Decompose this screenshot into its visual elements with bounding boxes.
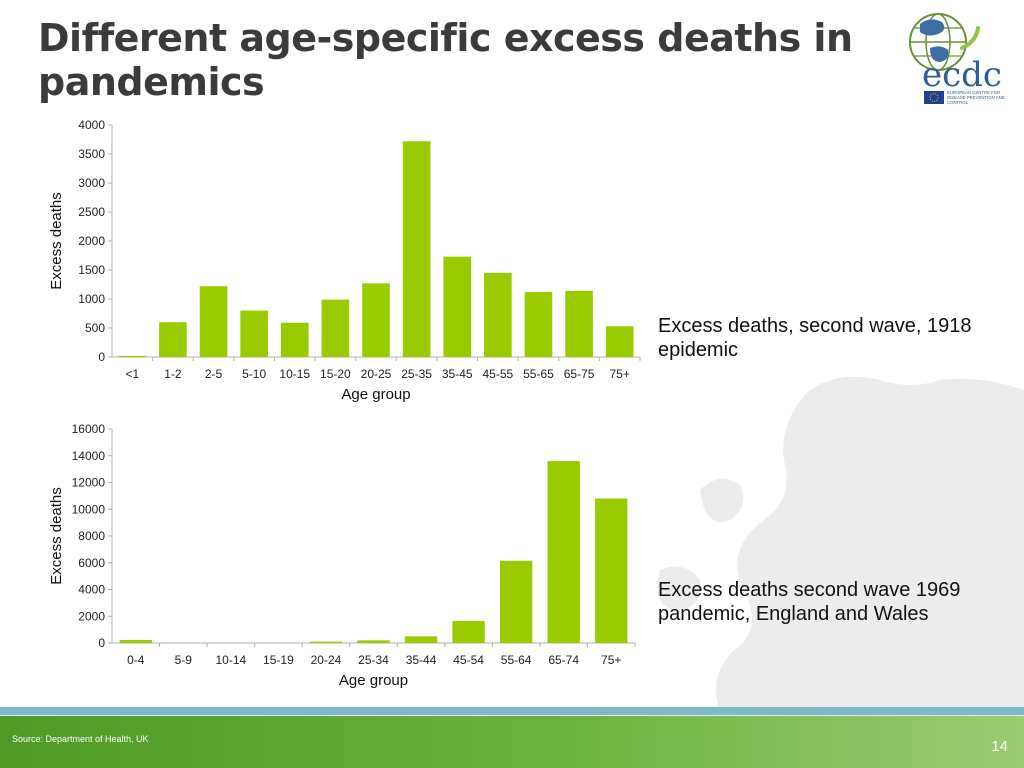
x-tick-label: 75+: [610, 367, 630, 381]
caption-1969: Excess deaths second wave 1969 pandemic,…: [658, 579, 961, 625]
x-tick-label: 75+: [601, 653, 621, 667]
logo-text: ecdc: [922, 55, 1002, 95]
x-tick-label: 35-44: [406, 653, 437, 667]
bar: [499, 560, 533, 643]
x-tick-label: 55-65: [523, 367, 554, 381]
x-tick-label: 10-15: [279, 367, 310, 381]
bar: [280, 322, 309, 357]
x-tick-label: <1: [125, 367, 139, 381]
x-tick-label: 5-10: [242, 367, 266, 381]
chart-1918-second-wave: 0 500 1000 1500 2000 2500 3000 3500 4000 <1 1-2 2-5…: [40, 110, 650, 410]
x-tick-label: 35-45: [442, 367, 473, 381]
logo-subtext: EUROPEAN CENTRE FOR DISEASE PREVENTION A…: [947, 90, 1005, 105]
y-tick-label: 1000: [78, 292, 105, 306]
bar: [118, 355, 147, 357]
bar: [402, 141, 431, 357]
y-tick-label: 12000: [72, 476, 106, 490]
y-tick-label: 0: [98, 350, 105, 364]
y-tick-label: 4000: [78, 583, 105, 597]
bar: [240, 310, 268, 357]
bar: [443, 256, 472, 357]
y-tick-label: 4000: [78, 118, 105, 132]
y-tick-label: 0: [98, 636, 105, 650]
ecdc-logo: ecdc EUROPEAN CENTRE FOR DISEASE PREVENT…: [900, 8, 1020, 108]
y-tick-label: 16000: [72, 422, 106, 436]
x-tick-label: 1-2: [164, 367, 182, 381]
y-tick-label: 3500: [78, 147, 105, 161]
bar: [404, 636, 438, 643]
x-tick-label: 25-34: [358, 653, 389, 667]
bar: [119, 640, 152, 643]
y-tick-label: 14000: [72, 449, 106, 463]
bar: [321, 299, 350, 357]
page-number: 14: [991, 738, 1008, 755]
x-tick-label: 65-75: [564, 367, 595, 381]
bar: [199, 286, 228, 357]
x-tick-label: 25-35: [401, 367, 432, 381]
x-axis-title: Age group: [339, 672, 408, 689]
bar: [547, 461, 580, 643]
bar: [452, 620, 485, 643]
bar: [357, 640, 390, 643]
x-tick-label: 5-9: [175, 653, 193, 667]
bar: [309, 641, 343, 643]
x-axis-title: Age group: [341, 386, 410, 403]
x-tick-label: 15-20: [320, 367, 351, 381]
x-tick-label: 20-25: [361, 367, 392, 381]
eu-flag-icon: [924, 91, 944, 104]
chart-1969-second-wave: 0 2000 4000 6000 8000 10000 12000 14000 16000 0-4…: [40, 415, 650, 705]
y-tick-label: 10000: [72, 502, 106, 516]
y-tick-label: 3000: [78, 176, 105, 190]
y-tick-label: 6000: [78, 556, 105, 570]
bar: [159, 322, 187, 357]
source-note: Source: Department of Health, UK: [12, 734, 149, 744]
bar: [595, 498, 628, 643]
y-axis-title: Excess deaths: [48, 192, 65, 290]
x-tick-label: 20-24: [311, 653, 342, 667]
y-tick-label: 500: [85, 321, 105, 335]
x-tick-label: 65-74: [548, 653, 579, 667]
bar: [362, 283, 390, 357]
y-tick-label: 2000: [78, 609, 105, 623]
y-tick-label: 8000: [78, 529, 105, 543]
x-tick-label: 45-54: [453, 653, 484, 667]
bar: [565, 290, 593, 357]
x-tick-label: 45-55: [482, 367, 513, 381]
y-tick-label: 1500: [78, 263, 105, 277]
y-tick-label: 2000: [78, 234, 105, 248]
globe-icon: [909, 13, 980, 71]
caption-1918: Excess deaths, second wave, 1918 epidemi…: [658, 315, 972, 361]
bar: [484, 272, 512, 357]
bar: [605, 326, 634, 357]
x-tick-label: 15-19: [263, 653, 294, 667]
bar: [524, 292, 553, 357]
slide-title: Different age-specific excess deaths in …: [38, 16, 853, 104]
footer-band: [0, 716, 1024, 768]
footer-stripe: [0, 707, 1024, 715]
x-tick-label: 10-14: [216, 653, 247, 667]
y-axis-title: Excess deaths: [48, 487, 65, 585]
europe-map-background: [657, 376, 1024, 715]
x-tick-label: 55-64: [501, 653, 532, 667]
y-tick-label: 2500: [78, 205, 105, 219]
x-tick-label: 0-4: [127, 653, 145, 667]
x-tick-label: 2-5: [205, 367, 223, 381]
